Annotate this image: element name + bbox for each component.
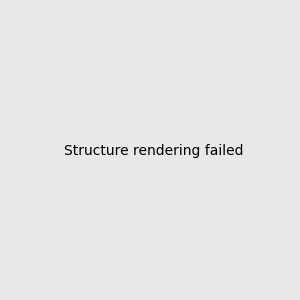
Text: Structure rendering failed: Structure rendering failed (64, 145, 244, 158)
